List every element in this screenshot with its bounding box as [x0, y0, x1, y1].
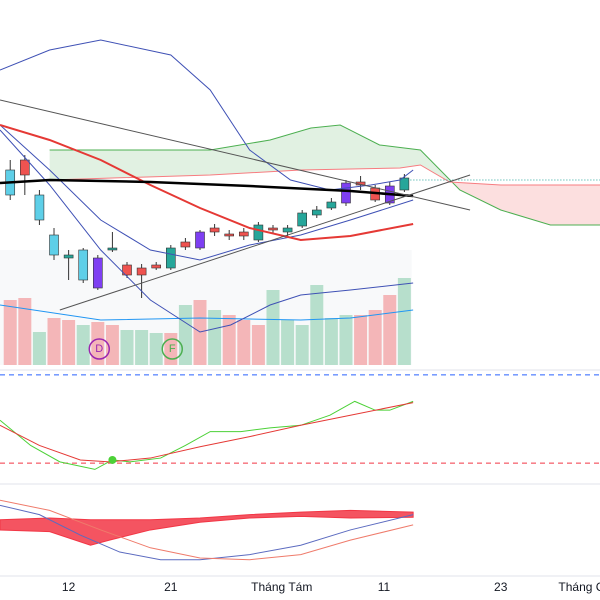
candle-body	[136, 267, 147, 276]
volume-bar	[47, 318, 61, 365]
volume-bar	[222, 315, 236, 365]
x-tick-label: 11	[378, 580, 391, 594]
candle-body	[20, 159, 30, 176]
candle-body	[107, 247, 118, 251]
volume-bar	[76, 325, 90, 365]
signal-dot	[108, 455, 117, 464]
volume-bar	[208, 310, 222, 365]
volume-bar	[149, 333, 163, 365]
volume-bar	[237, 320, 251, 365]
candle-body	[151, 264, 162, 269]
candle-body	[209, 227, 220, 233]
indicator-line	[0, 129, 414, 333]
volume-bar	[310, 285, 324, 365]
signal-label: F	[169, 343, 176, 355]
cloud-span-b	[49, 164, 600, 186]
volume-bar	[266, 290, 280, 365]
indicator-line	[0, 39, 414, 191]
indicator-line	[0, 178, 414, 198]
volume-bar	[178, 305, 192, 365]
x-tick-label: 23	[494, 580, 508, 594]
indicator-line	[0, 99, 471, 211]
indicator-line	[0, 499, 414, 561]
volume-bar	[3, 300, 17, 365]
volume-ma	[0, 304, 414, 321]
signal-marker	[88, 338, 111, 360]
candle-body	[34, 194, 45, 221]
volume-bar	[135, 330, 149, 365]
volume-bar	[91, 322, 105, 365]
volume-bar	[62, 320, 76, 365]
indicator-line	[59, 174, 471, 311]
band-fill	[0, 509, 414, 546]
volume-bar	[281, 320, 295, 365]
cloud-fill	[49, 125, 453, 183]
indicator-line	[0, 402, 414, 463]
x-tick-label: 12	[62, 580, 76, 594]
volume-bar	[324, 318, 338, 365]
cloud-span-a	[49, 124, 600, 226]
candle-body	[195, 231, 205, 249]
indicator-line	[0, 124, 414, 242]
volume-bar	[295, 325, 309, 365]
volume-bar	[339, 315, 353, 365]
volume-bar	[354, 315, 368, 365]
candle-body	[311, 209, 322, 216]
candle-body	[224, 233, 234, 237]
x-tick-label: 21	[164, 580, 178, 594]
indicator-line	[0, 504, 414, 561]
candle-body	[341, 182, 351, 204]
candle-body	[49, 234, 59, 256]
candle-body	[93, 257, 103, 289]
signal-label: D	[95, 343, 103, 355]
volume-bar	[251, 325, 265, 365]
volume-bar	[383, 295, 397, 365]
candle-body	[122, 264, 132, 276]
signal-marker	[161, 338, 184, 360]
candle-body	[238, 231, 249, 237]
x-tick-label: Tháng Tám	[251, 580, 312, 594]
indicator-line	[0, 400, 414, 470]
volume-bar	[105, 325, 119, 365]
candle-body	[166, 247, 176, 269]
volume-bar	[32, 332, 46, 365]
candle-body	[282, 227, 293, 233]
candle-body	[63, 254, 74, 259]
candle-body	[297, 212, 307, 227]
indicator-line	[0, 124, 414, 261]
candle-body	[180, 241, 191, 248]
x-tick-label: Tháng Chín	[558, 580, 600, 594]
cloud-fill	[452, 182, 600, 225]
candle-body	[253, 224, 264, 241]
candle-body	[268, 227, 278, 231]
volume-bar	[397, 278, 411, 365]
candle-body	[399, 177, 410, 191]
volume-bar	[120, 330, 134, 365]
candle-body	[326, 201, 337, 209]
volume-bar	[368, 310, 382, 365]
volume-bar	[18, 298, 32, 365]
candle-body	[78, 249, 89, 281]
